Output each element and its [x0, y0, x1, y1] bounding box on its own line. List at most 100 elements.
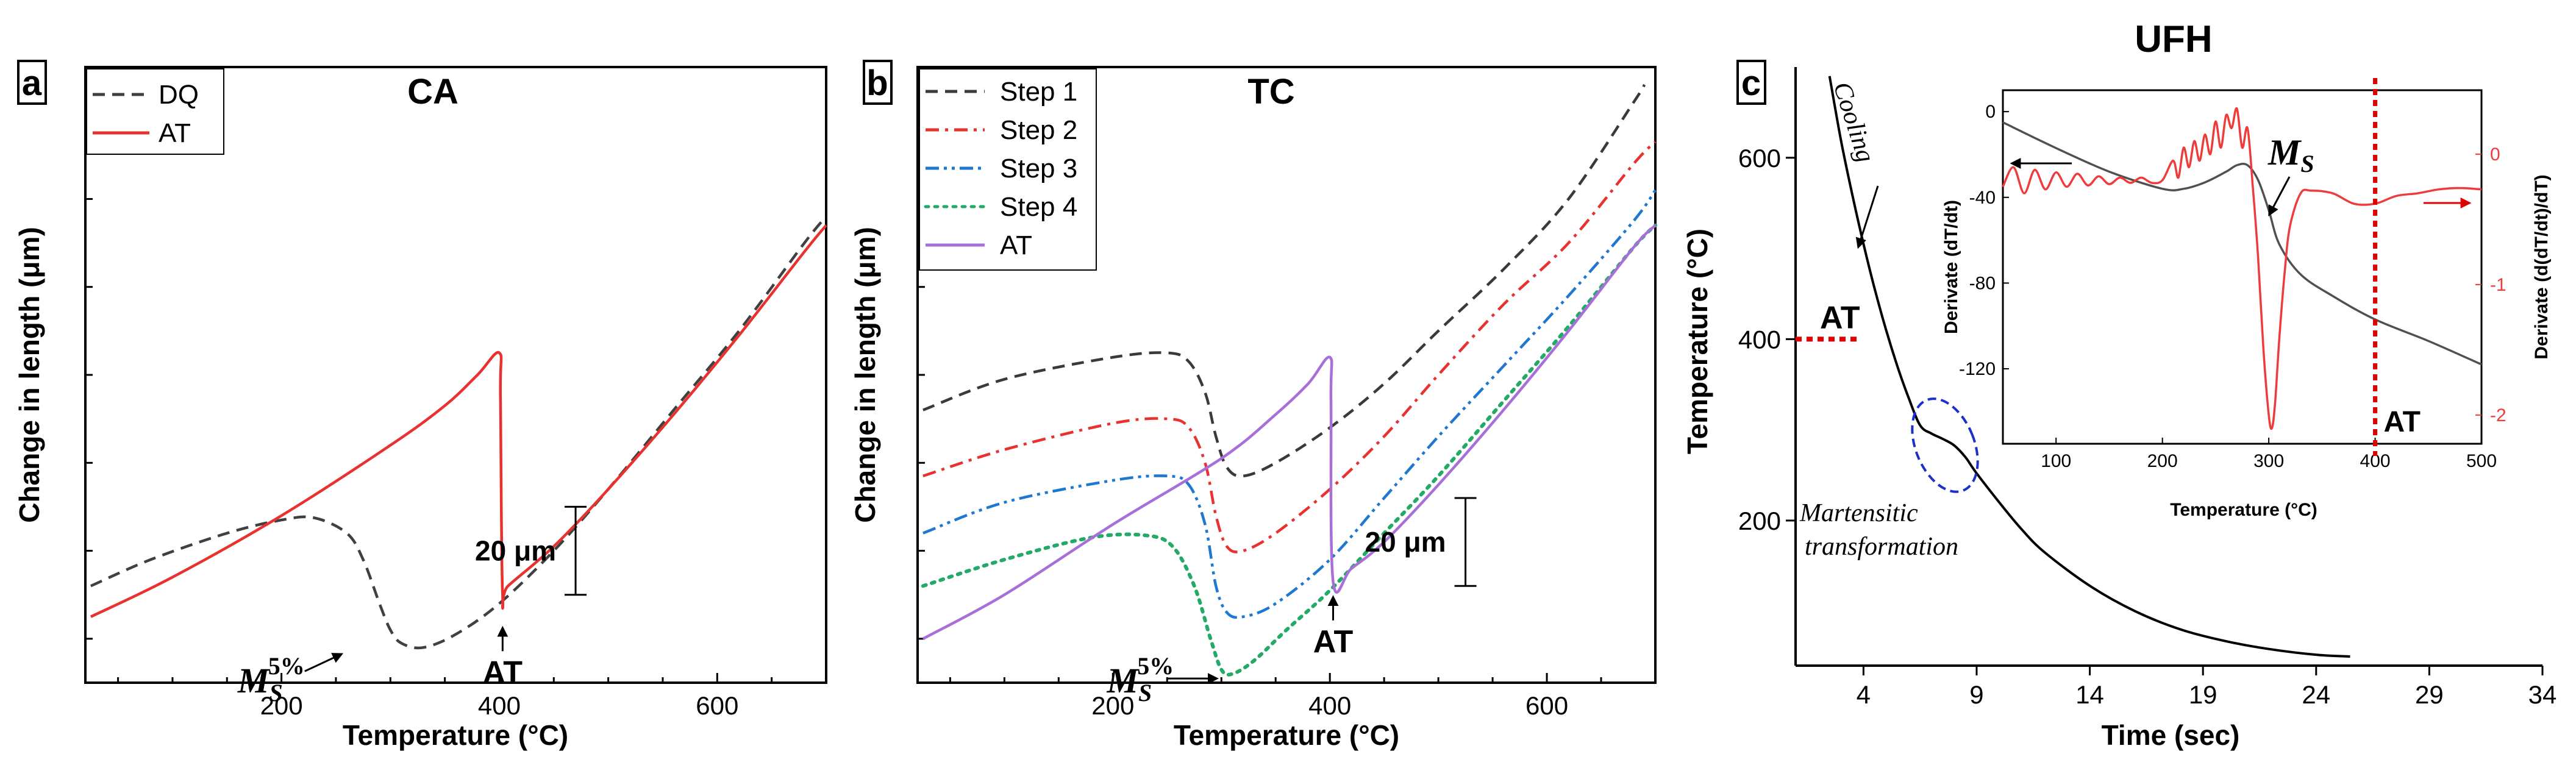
panel-c-martensitic-label-line1: Martensitic — [1799, 499, 1918, 527]
panel-b-scale-bar-label: 20 μm — [1365, 526, 1446, 558]
inset-right-y-tick-label: -1 — [2490, 275, 2506, 295]
inset-series-dt-dt — [2002, 121, 2482, 366]
panel-b-x-tick-label-200: 200 — [1091, 691, 1134, 720]
panel-a-series-group — [90, 215, 827, 650]
panel-a-ms-main: M — [237, 661, 271, 700]
panel-a-ms-label: MS5% — [237, 652, 305, 706]
panel-b-at-annotation: AT — [1313, 595, 1353, 660]
panel-a-y-label: Change in length (μm) — [13, 227, 45, 523]
panel-b-series-step-2 — [922, 140, 1657, 553]
panel-a-at-label: AT — [483, 655, 523, 690]
inset-right-y-tick-label: 0 — [2490, 144, 2500, 165]
panel-b-legend-label-step1: Step 1 — [1000, 77, 1077, 107]
panel-a-letter: a — [22, 63, 42, 103]
panel-c-letter-box — [1736, 60, 1766, 105]
panel-b-letter-box — [863, 60, 893, 105]
panel-c-x-axis: 4 9 14 19 24 29 34 — [1857, 666, 2557, 709]
panel-a-ms-superscript: 5% — [268, 652, 305, 680]
panel-b-x-label: Temperature (°C) — [1174, 719, 1399, 751]
panel-c-cooling-label: Cooling — [1827, 79, 1880, 166]
panel-c-x-tick-label-9: 9 — [1969, 680, 1983, 709]
panel-a-x-axis: 200 400 600 — [117, 673, 827, 720]
panel-c-martensitic-label-line2: transformation — [1805, 533, 1958, 561]
panel-a-x-tick-label-600: 600 — [696, 691, 738, 720]
panel-b-x-tick-label-600: 600 — [1525, 691, 1568, 720]
panel-b: b TC 200 400 600 Temperature (°C) Change i… — [849, 60, 1657, 751]
panel-b-series-step-1 — [922, 84, 1646, 478]
inset-series-group — [2002, 107, 2482, 430]
inset-right-y-axis: 0 -1 -2 — [2475, 144, 2506, 425]
panel-a-title: CA — [407, 72, 458, 112]
panel-a-ms-annotation: MS5% — [237, 652, 344, 706]
panel-a-scale-bar-label: 20 μm — [475, 535, 556, 567]
panel-b-series-step-4 — [921, 223, 1657, 677]
panel-c-series-group — [1828, 76, 2350, 658]
inset-ms-label: MS — [2267, 132, 2314, 177]
panel-c-x-tick-label-34: 34 — [2528, 680, 2557, 709]
panel-c-y-axis: 200 400 600 — [1738, 144, 1796, 535]
inset-x-tick-label-200: 200 — [2147, 451, 2178, 471]
inset-left-y-label: Derivate (dT/dt) — [1941, 200, 1961, 334]
panel-a-ms-subscript: S — [269, 679, 282, 706]
panel-a-series-dq — [90, 215, 827, 650]
panel-b-legend-label-step3: Step 3 — [1000, 154, 1077, 183]
panel-b-scale-bar: 20 μm — [1365, 497, 1477, 587]
inset-left-y-tick-label: 0 — [1985, 102, 1996, 122]
panel-b-series-at — [922, 224, 1657, 640]
panel-b-ms-superscript: 5% — [1137, 652, 1174, 680]
panel-b-ms-main: M — [1106, 661, 1140, 700]
panel-b-title: TC — [1247, 72, 1294, 112]
panel-b-legend-label-step2: Step 2 — [1000, 115, 1077, 145]
panel-a-legend: DQ AT — [86, 68, 224, 155]
panel-c-x-tick-label-14: 14 — [2075, 680, 2104, 709]
panel-b-legend-box — [919, 68, 1097, 271]
panel-c-at-label: AT — [1820, 300, 1860, 335]
panel-a-at-annotation: AT — [483, 625, 523, 690]
inset-left-y-tick-label: -120 — [1959, 359, 1996, 379]
inset-ms-main: M — [2267, 132, 2302, 173]
inset-left-y-tick-label: -40 — [1969, 188, 1996, 208]
panel-b-x-tick-label-400: 400 — [1308, 691, 1351, 720]
panel-a: a CA 200 400 600 Temperature (°C) Change i… — [13, 60, 827, 751]
panel-b-y-label: Change in length (μm) — [849, 227, 881, 523]
inset-x-label: Temperature (°C) — [2170, 500, 2317, 520]
panel-a-x-label: Temperature (°C) — [343, 719, 568, 751]
panel-a-x-tick-label-200: 200 — [260, 691, 303, 720]
panel-b-ms-label: MS5% — [1106, 652, 1174, 706]
inset-left-y-axis: 0 -40 -80 -120 — [1959, 102, 2009, 379]
panel-a-legend-label-dq: DQ — [159, 80, 199, 110]
panel-c-inset: 100 200 300 400 500 0-40-80-120 0-1-2 Temper… — [1941, 78, 2552, 520]
panel-c-x-label: Time (sec) — [2102, 719, 2240, 751]
panel-c-x-tick-label-4: 4 — [1857, 680, 1871, 709]
panel-a-y-axis — [85, 110, 93, 640]
panel-c-title: UFH — [2135, 18, 2212, 60]
panel-b-legend-label-step4: Step 4 — [1000, 192, 1077, 222]
inset-right-y-label: Derivate (d(dT/dt)/dT) — [2531, 174, 2552, 359]
panel-b-ms-subscript: S — [1138, 679, 1152, 706]
inset-ms-subscript: S — [2300, 150, 2314, 177]
panel-a-legend-label-at: AT — [159, 118, 191, 148]
inset-series-d-dt-dt-dt — [2002, 107, 2482, 430]
panel-b-legend: Step 1 Step 2 Step 3 Step 4 AT — [919, 68, 1097, 271]
panel-a-x-tick-label-400: 400 — [478, 691, 521, 720]
panel-b-ms-annotation: MS5% — [1106, 652, 1219, 706]
inset-plot-frame — [2002, 89, 2483, 445]
inset-left-y-tick-label: -80 — [1969, 273, 1996, 293]
panel-c-y-tick-label-600: 600 — [1738, 144, 1781, 173]
panel-b-series-step-3 — [922, 189, 1657, 619]
panel-b-series-group — [921, 84, 1657, 677]
panel-a-ms-arrow — [304, 653, 344, 672]
panel-b-letter: b — [866, 63, 888, 103]
inset-ms-arrow — [2268, 176, 2291, 217]
panel-c-y-tick-label-400: 400 — [1738, 325, 1781, 354]
panel-c-y-label: Temperature (°C) — [1682, 229, 1713, 454]
inset-right-y-tick-label: -2 — [2490, 405, 2506, 425]
panel-c-x-tick-label-24: 24 — [2302, 680, 2330, 709]
panel-c-transformation-ellipse — [1911, 397, 1979, 493]
panel-b-x-axis: 200 400 600 — [949, 673, 1657, 720]
inset-x-tick-label-100: 100 — [2041, 451, 2071, 471]
panel-c-letter: c — [1741, 63, 1761, 103]
panel-a-series-at — [90, 224, 827, 618]
